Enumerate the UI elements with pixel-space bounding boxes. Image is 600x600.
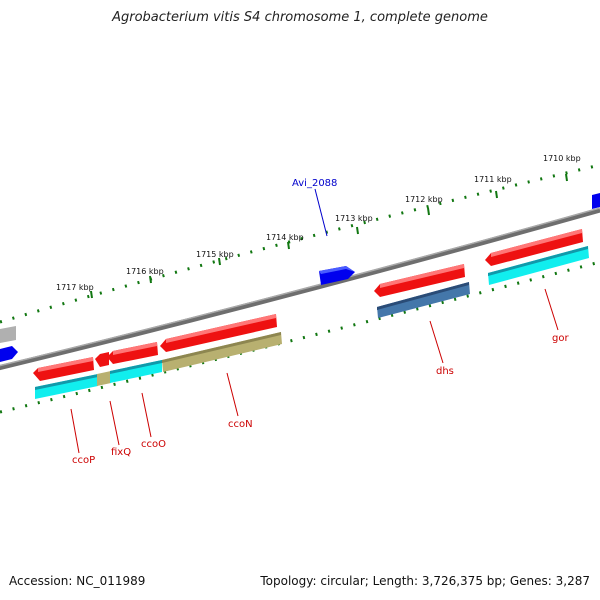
cds-gor-edge (488, 246, 588, 276)
major-tick (427, 207, 430, 216)
leader-gor (544, 288, 559, 331)
gene-dhs-highlight (380, 264, 464, 288)
map-title: Agrobacterium vitis S4 chromosome 1, com… (112, 10, 488, 25)
kbp-label: 1716 kbp (126, 267, 164, 276)
gene-label-avi-2088: Avi_2088 (292, 178, 337, 189)
major-tick (218, 257, 221, 266)
partial-blue-gene (0, 346, 18, 362)
leader-ccoP (70, 408, 80, 454)
major-tick (90, 290, 93, 299)
kbp-label: 1713 kbp (335, 214, 373, 223)
partial-gray-feature (0, 326, 16, 343)
gene-avi-2088-highlight (319, 266, 355, 274)
kbp-label: 1717 kbp (56, 283, 94, 292)
cds-dhs-edge (377, 282, 469, 310)
gene-ccoO-highlight (113, 342, 157, 355)
cds-ccoP-edge (35, 374, 98, 390)
gene-gor-highlight (491, 229, 582, 257)
major-ticks (90, 173, 568, 299)
kbp-label: 1711 kbp (474, 175, 512, 184)
gene-ccoP-highlight (38, 357, 93, 372)
kbp-label: 1710 kbp (543, 154, 581, 163)
gene-label-ccoP: ccoP (72, 455, 95, 466)
upper-scale-ticks (0, 163, 600, 324)
gene-label-gor: gor (552, 333, 569, 344)
major-tick (495, 190, 498, 199)
gene-label-dhs: dhs (436, 366, 454, 377)
cds-gor (488, 246, 589, 285)
gene-label-fixQ: fixQ (111, 447, 131, 458)
cds-ccoN-edge (162, 332, 281, 363)
cds-fixQ (97, 371, 111, 386)
kbp-label: 1712 kbp (405, 195, 443, 204)
gene-label-ccoN: ccoN (228, 419, 253, 430)
major-tick (356, 226, 359, 235)
gene-fixQ (95, 352, 109, 367)
cds-ccoO-edge (110, 360, 162, 374)
genome-backbone (0, 207, 600, 371)
major-tick (287, 241, 290, 250)
accession-text: Accession: NC_011989 (9, 574, 146, 588)
leader-ccoN (226, 372, 239, 417)
gene-label-ccoO: ccoO (141, 439, 166, 450)
kbp-label: 1714 kbp (266, 233, 304, 242)
kbp-label: 1715 kbp (196, 250, 234, 259)
partial-blue-gene-right (592, 193, 600, 209)
leader-ccoO (141, 392, 152, 438)
leader-avi-2088 (314, 188, 328, 237)
cds-ccoN (162, 332, 282, 372)
major-tick (149, 275, 152, 284)
genome-summary-text: Topology: circular; Length: 3,726,375 bp… (260, 574, 590, 588)
major-tick (565, 173, 568, 182)
leader-fixQ (109, 400, 120, 446)
gene-ccoN-highlight (166, 314, 276, 343)
leader-dhs (429, 320, 444, 364)
label-leaders (70, 188, 559, 454)
genome-backbone-highlight (0, 207, 600, 367)
